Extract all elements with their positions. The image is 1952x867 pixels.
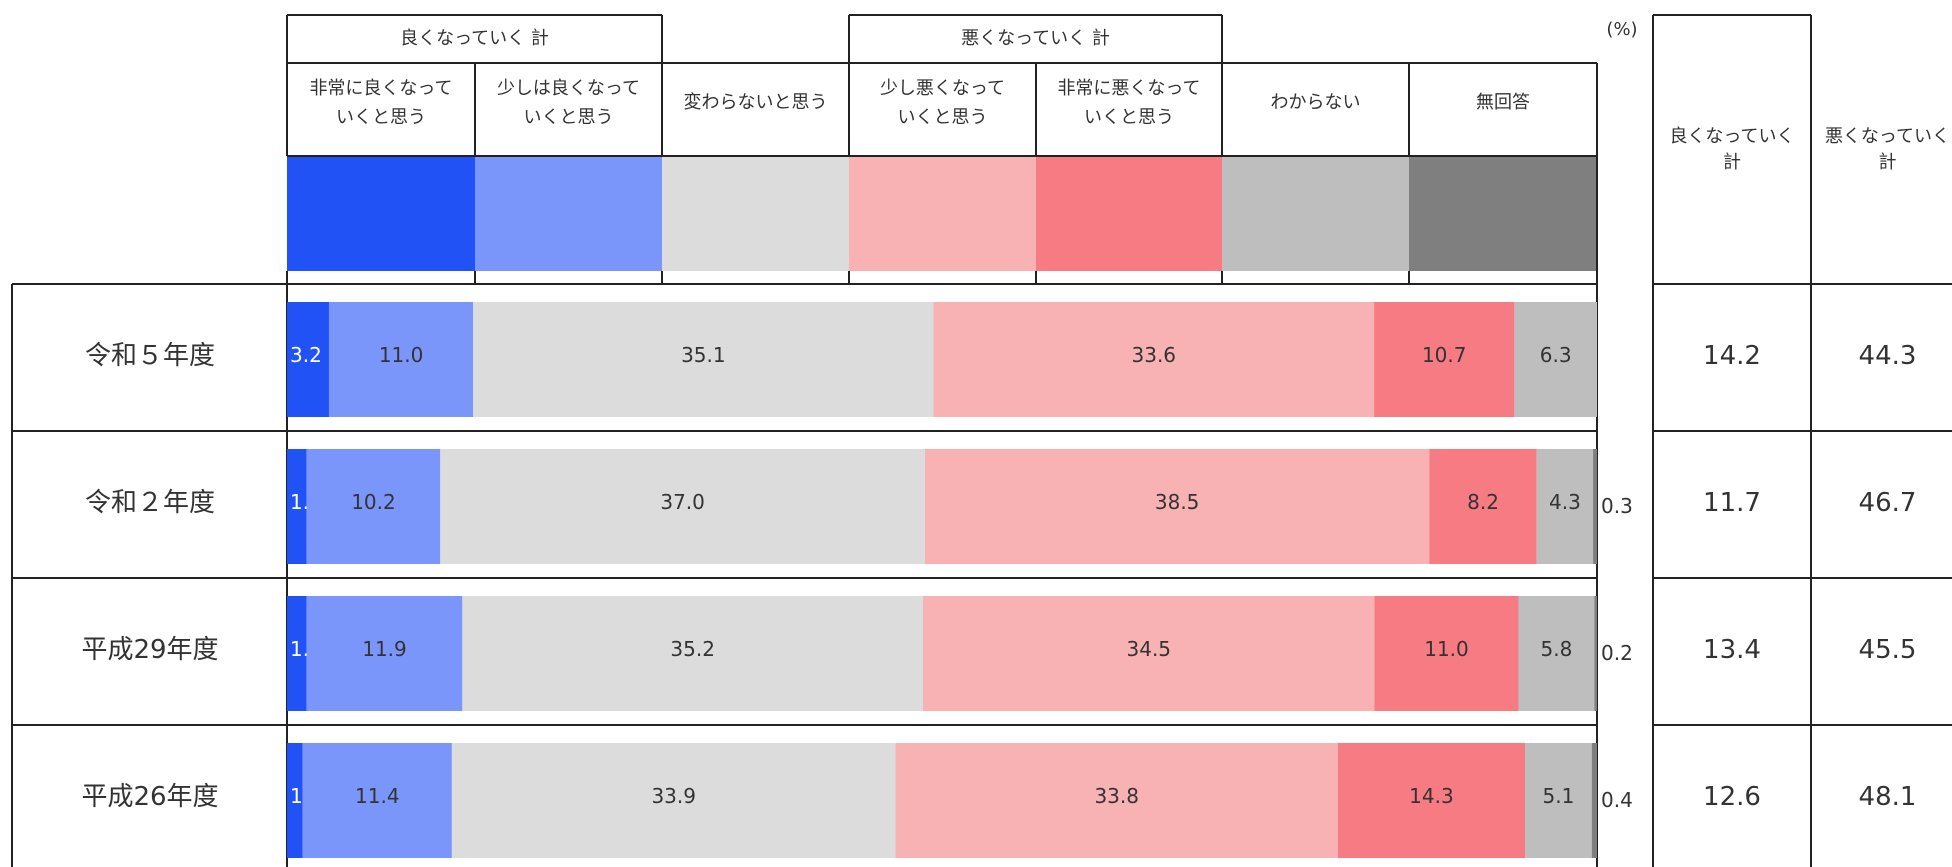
- legend-swatch-4: [849, 156, 1036, 271]
- bar-segment: [451, 743, 896, 858]
- legend-label-1: 非常に良くなって: [309, 78, 452, 99]
- summary-value-1: 13.4: [1703, 635, 1761, 665]
- data-label: 8.2: [1467, 490, 1499, 514]
- data-label: 35.2: [670, 637, 715, 661]
- bar-segment: [1518, 596, 1595, 711]
- data-label: 0.4: [1601, 788, 1633, 812]
- bar-segment: [1593, 449, 1597, 564]
- data-label: 34.5: [1127, 637, 1172, 661]
- category-label: 平成26年度: [81, 782, 218, 812]
- bar-segment: [1514, 302, 1597, 417]
- bar-segment: [473, 302, 934, 417]
- legend-swatch-3: [662, 156, 849, 271]
- data-label: 10.2: [351, 490, 396, 514]
- data-label: 33.9: [651, 784, 696, 808]
- data-label: 3.2: [290, 343, 322, 367]
- category-label: 令和２年度: [85, 488, 215, 518]
- bar-segment: [895, 743, 1338, 858]
- data-label: 33.6: [1132, 343, 1177, 367]
- data-label: 5.8: [1541, 637, 1573, 661]
- bar-segment: [1429, 449, 1537, 564]
- legend-label-5: いくと思う: [1084, 107, 1174, 128]
- data-label: 0.3: [1601, 494, 1633, 518]
- data-label: 35.1: [681, 343, 726, 367]
- bar-segment: [328, 302, 474, 417]
- data-label: 11.9: [362, 637, 407, 661]
- legend-label-5: 非常に悪くなって: [1057, 78, 1200, 99]
- data-label: 14.3: [1409, 784, 1454, 808]
- data-label: 11.0: [1424, 637, 1469, 661]
- data-label: 37.0: [660, 490, 705, 514]
- bar-segment: [1594, 596, 1597, 711]
- summary-value-1: 11.7: [1703, 488, 1761, 518]
- summary-value-1: 14.2: [1703, 341, 1761, 371]
- bar-segment: [287, 302, 329, 417]
- summary-header-1: 計: [1723, 152, 1741, 173]
- summary-header-2: 計: [1879, 152, 1897, 173]
- legend-swatch-1: [287, 156, 475, 271]
- summary-value-2: 46.7: [1859, 488, 1917, 518]
- legend-swatch-5: [1036, 156, 1222, 271]
- bar-segment: [1536, 449, 1594, 564]
- group-header-good: 良くなっていく 計: [400, 28, 549, 49]
- data-label: 33.8: [1094, 784, 1139, 808]
- legend-label-2: 少しは良くなって: [497, 78, 640, 99]
- bar-segment: [1591, 743, 1597, 858]
- bar-segment: [1374, 302, 1515, 417]
- bar-segment: [923, 596, 1375, 711]
- bar-segment: [1525, 743, 1592, 858]
- unit-label: (%): [1606, 19, 1637, 40]
- legend-label-3: 変わらないと思う: [684, 92, 828, 113]
- data-label: 38.5: [1155, 490, 1200, 514]
- legend-label-1: いくと思う: [336, 107, 426, 128]
- summary-header-1: 良くなっていく: [1669, 126, 1794, 147]
- legend-label-4: 少し悪くなって: [880, 78, 1005, 99]
- legend-label-7: 無回答: [1476, 92, 1530, 113]
- bar-segment: [287, 743, 303, 858]
- legend-swatch-6: [1222, 156, 1409, 271]
- category-label: 令和５年度: [85, 341, 215, 371]
- data-label: 10.7: [1422, 343, 1467, 367]
- legend-label-6: わからない: [1271, 92, 1361, 113]
- legend-label-2: いくと思う: [524, 107, 614, 128]
- data-label: 0.2: [1601, 641, 1633, 665]
- data-label: 11.4: [355, 784, 400, 808]
- bar-segment: [440, 449, 925, 564]
- summary-value-2: 44.3: [1859, 341, 1917, 371]
- bar-segment: [306, 449, 441, 564]
- legend-swatch-7: [1409, 156, 1597, 271]
- summary-value-1: 12.6: [1703, 782, 1761, 812]
- bar-segment: [462, 596, 924, 711]
- legend-label-4: いくと思う: [898, 107, 988, 128]
- data-label: 6.3: [1540, 343, 1572, 367]
- bar-segment: [933, 302, 1375, 417]
- legend-swatch-2: [475, 156, 662, 271]
- summary-header-2: 悪くなっていく: [1825, 126, 1950, 147]
- data-label: 5.1: [1542, 784, 1574, 808]
- data-label: 11.0: [379, 343, 424, 367]
- bar-segment: [1337, 743, 1526, 858]
- summary-value-2: 48.1: [1859, 782, 1917, 812]
- bar-segment: [302, 743, 452, 858]
- bar-segment: [306, 596, 463, 711]
- bar-segment: [924, 449, 1430, 564]
- bar-segment: [1374, 596, 1519, 711]
- category-label: 平成29年度: [81, 635, 218, 665]
- summary-value-2: 45.5: [1859, 635, 1917, 665]
- group-header-bad: 悪くなっていく 計: [961, 28, 1110, 49]
- data-label: 4.3: [1549, 490, 1581, 514]
- bar-segment: [287, 449, 307, 564]
- bar-segment: [287, 596, 307, 711]
